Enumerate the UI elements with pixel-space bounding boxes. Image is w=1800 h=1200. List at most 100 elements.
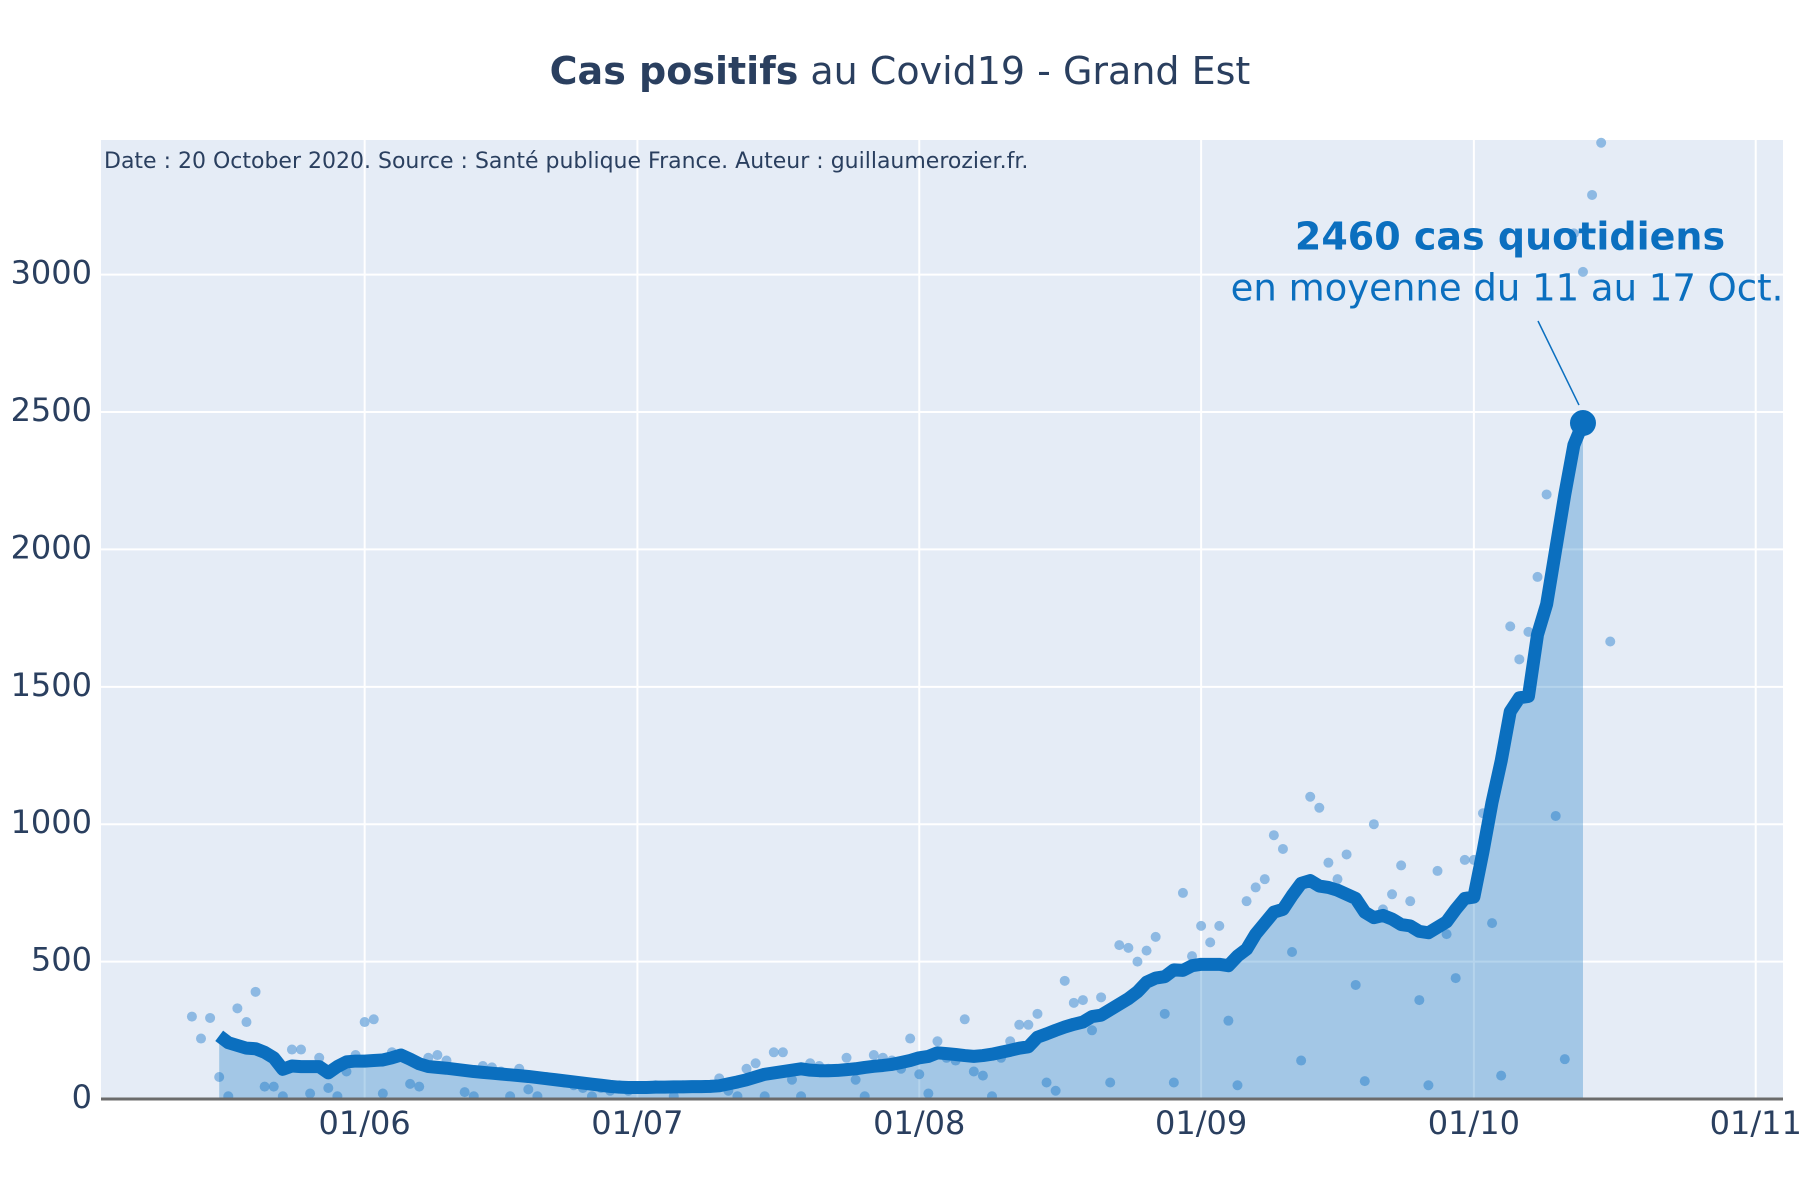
- data-point: [1487, 918, 1498, 929]
- data-point: [1250, 882, 1261, 893]
- data-point: [286, 1044, 297, 1055]
- x-tick-label: 01/06: [319, 1104, 411, 1142]
- data-point: [468, 1091, 479, 1099]
- data-point: [1241, 896, 1252, 907]
- data-point: [1314, 802, 1325, 813]
- data-point: [1123, 942, 1134, 953]
- data-point: [377, 1088, 388, 1099]
- data-point: [1332, 874, 1343, 885]
- data-point: [1459, 854, 1470, 865]
- data-point: [1187, 951, 1198, 962]
- end-marker: [1569, 410, 1596, 437]
- data-point: [1068, 997, 1079, 1008]
- data-point: [405, 1078, 416, 1089]
- data-point: [1514, 654, 1525, 665]
- data-point: [1341, 849, 1352, 860]
- data-point: [332, 1091, 343, 1099]
- data-point: [796, 1091, 807, 1099]
- annotation-text: en moyenne du 11 au 17 Oct.: [1231, 267, 1784, 310]
- data-point: [1268, 830, 1279, 841]
- data-point: [1577, 266, 1588, 277]
- data-point: [1368, 819, 1379, 830]
- title-bold: Cas positifs: [550, 49, 799, 93]
- data-point: [750, 1058, 761, 1069]
- data-point: [868, 1050, 879, 1061]
- data-point: [1296, 1055, 1307, 1066]
- data-point: [923, 1088, 934, 1099]
- data-point: [968, 1066, 979, 1077]
- y-tick-label: 500: [31, 941, 92, 979]
- data-point: [1205, 937, 1216, 948]
- data-point: [1041, 1077, 1052, 1088]
- data-point: [1350, 979, 1361, 990]
- data-point: [1259, 874, 1270, 885]
- data-point: [1568, 228, 1579, 239]
- plot-area: [101, 140, 1783, 1099]
- data-point: [841, 1052, 852, 1063]
- data-point: [1605, 636, 1616, 647]
- data-point: [1050, 1085, 1061, 1096]
- data-point: [1087, 1025, 1098, 1036]
- data-point: [1496, 1070, 1507, 1081]
- data-point: [932, 1036, 943, 1047]
- data-point: [1414, 995, 1425, 1006]
- data-point: [1023, 1019, 1034, 1030]
- line: [215, 420, 1589, 1094]
- data-point: [1541, 489, 1552, 500]
- data-point: [205, 1012, 216, 1023]
- data-point: [459, 1087, 470, 1098]
- data-point: [1141, 945, 1152, 956]
- data-point: [532, 1091, 543, 1099]
- data-point: [914, 1069, 925, 1080]
- data-point: [1523, 626, 1534, 637]
- data-point: [1177, 887, 1188, 898]
- data-point: [1387, 889, 1398, 900]
- data-point: [905, 1033, 916, 1044]
- x-tick-label: 01/07: [591, 1104, 683, 1142]
- data-point: [305, 1088, 316, 1099]
- data-point: [1114, 940, 1125, 951]
- data-point: [1059, 975, 1070, 986]
- data-point: [505, 1091, 516, 1099]
- data-point: [1105, 1077, 1116, 1088]
- chart-title: Cas positifs au Covid19 - Grand Est: [550, 49, 1251, 93]
- data-point: [959, 1014, 970, 1025]
- x-tick-label: 01/11: [1710, 1104, 1800, 1142]
- data-point: [1305, 791, 1316, 802]
- data-point: [1532, 571, 1543, 582]
- annotation-arrow: [1537, 320, 1580, 406]
- data-point: [1550, 810, 1561, 821]
- data-point: [1014, 1019, 1025, 1030]
- data-point: [850, 1074, 861, 1085]
- data-point: [277, 1091, 288, 1099]
- y-tick-label: 2000: [11, 528, 92, 566]
- data-point: [432, 1050, 443, 1061]
- data-point: [1159, 1008, 1170, 1019]
- data-point: [987, 1091, 998, 1099]
- data-point: [1214, 920, 1225, 931]
- data-point: [977, 1070, 988, 1081]
- data-point: [1450, 973, 1461, 984]
- y-tick-label: 3000: [11, 254, 92, 292]
- annotation-bold: 2460 cas quotidiens: [1295, 215, 1725, 259]
- data-point: [523, 1084, 534, 1095]
- x-tick-label: 01/09: [1155, 1104, 1247, 1142]
- data-point: [759, 1091, 770, 1099]
- data-point: [1196, 920, 1207, 931]
- data-point: [1396, 860, 1407, 871]
- grid: [101, 140, 1783, 1099]
- data-point: [777, 1047, 788, 1058]
- x-tick-label: 01/08: [873, 1104, 965, 1142]
- y-tick-label: 1500: [11, 666, 92, 704]
- data-point: [414, 1081, 425, 1092]
- data-point: [1168, 1077, 1179, 1088]
- data-point: [232, 1003, 243, 1014]
- data-point: [214, 1072, 225, 1083]
- data-point: [1150, 931, 1161, 942]
- y-tick-label: 2500: [11, 391, 92, 429]
- data-point: [250, 986, 261, 997]
- data-point: [1432, 865, 1443, 876]
- data-point: [1096, 992, 1107, 1003]
- x-tick-label: 01/10: [1428, 1104, 1520, 1142]
- data-point: [296, 1044, 307, 1055]
